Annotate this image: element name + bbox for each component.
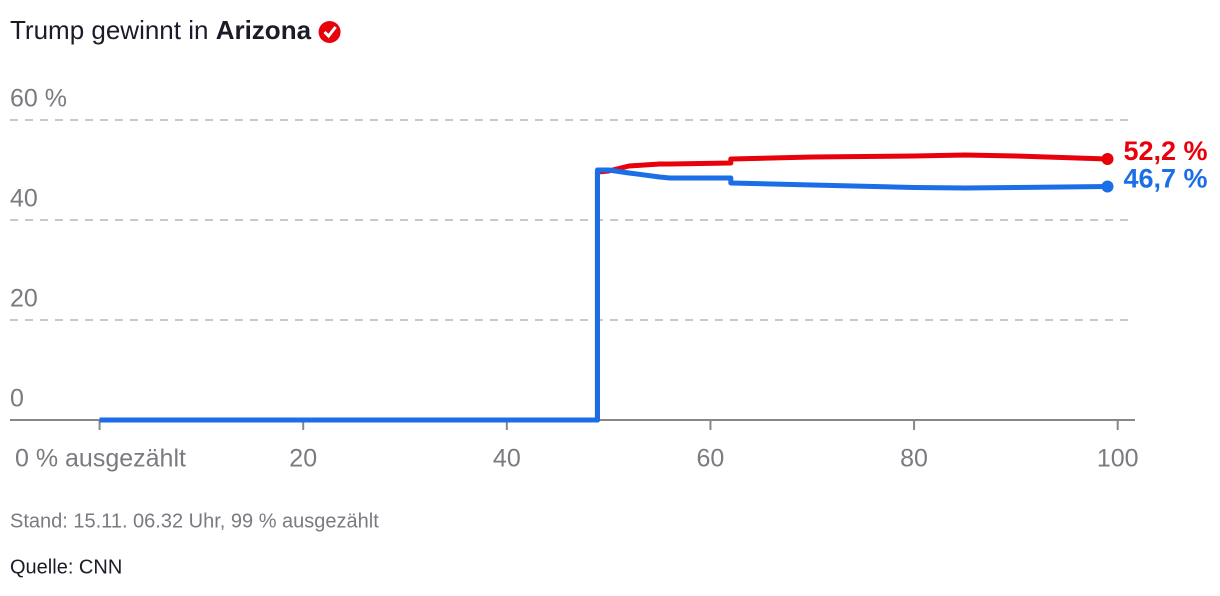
x-tick-label: 20	[289, 445, 317, 473]
series-line	[99, 167, 1108, 423]
footnote: Stand: 15.11. 06.32 Uhr, 99 % ausgezählt	[10, 510, 379, 532]
end-dot	[1101, 153, 1114, 165]
end-dot	[1101, 180, 1114, 193]
x-tick-label: 60	[697, 445, 725, 473]
x-tick-label: 80	[900, 445, 928, 473]
x-tick-label: 40	[493, 445, 521, 473]
source: Quelle: CNN	[10, 556, 122, 578]
series-line	[99, 152, 1108, 423]
title-state: Arizona	[216, 15, 312, 45]
check-circle	[318, 21, 341, 43]
y-tick-label: 20	[10, 285, 38, 313]
chart-title: Trump gewinnt in Arizona	[10, 15, 312, 45]
x-tick-label: 100	[1097, 445, 1139, 473]
title-text: Trump gewinnt in	[10, 15, 208, 45]
winner-check-icon	[318, 21, 341, 43]
y-tick-label: 40	[10, 185, 38, 213]
value-label: 52,2 %	[1124, 136, 1208, 166]
x-tick-label: 0 % ausgezählt	[15, 445, 186, 473]
y-tick-label: 0	[10, 385, 24, 413]
check-mark	[323, 26, 337, 39]
value-label: 46,7 %	[1124, 164, 1208, 194]
y-tick-label: 60 %	[10, 85, 67, 113]
